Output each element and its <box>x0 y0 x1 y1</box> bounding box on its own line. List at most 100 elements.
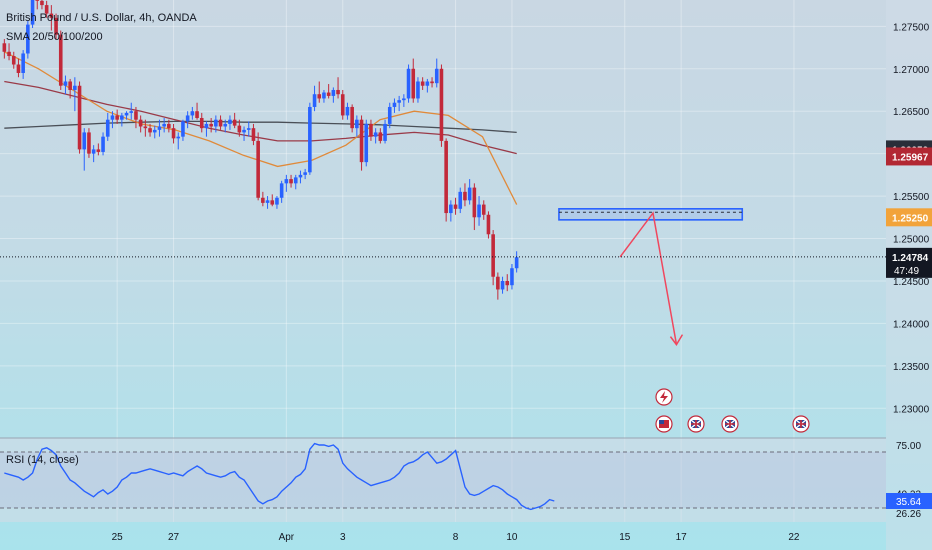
arrow-head <box>669 334 684 346</box>
candle-body <box>481 204 486 215</box>
candle-body <box>486 214 491 235</box>
rsi-current-label: 35.64 <box>896 497 921 508</box>
candle-body <box>218 119 223 127</box>
candle-body <box>500 280 505 290</box>
y-tick-label: 1.24500 <box>893 277 930 288</box>
uk-flag-icon <box>687 415 705 433</box>
candle-body <box>416 81 420 99</box>
candle-body <box>21 53 25 73</box>
y-tick-label: 1.27000 <box>893 65 930 76</box>
rsi-pane <box>0 437 886 522</box>
price-label: 1.25250 <box>892 213 929 224</box>
candle-body <box>87 132 91 154</box>
candle-body <box>463 191 467 201</box>
candle-body <box>185 115 190 122</box>
price-label-bg <box>886 147 932 166</box>
candle-body <box>214 119 218 127</box>
candle-body <box>378 132 383 141</box>
candle-body <box>293 177 298 184</box>
candle-body <box>265 200 270 203</box>
candle-body <box>242 129 246 133</box>
candle-body <box>162 123 166 127</box>
flag-canton <box>659 420 664 424</box>
candle-body <box>449 204 453 214</box>
candle-body <box>491 234 495 277</box>
candle-body <box>143 126 148 129</box>
candle-body <box>232 119 237 126</box>
candle-body <box>228 119 232 124</box>
candle-body <box>11 56 16 65</box>
candle-body <box>392 102 397 107</box>
x-tick-label: 15 <box>619 532 631 543</box>
candle-body <box>510 268 514 286</box>
candle-body <box>322 92 326 99</box>
candle-body <box>312 94 317 107</box>
candle-body <box>190 111 195 116</box>
rsi-current-label-bg <box>886 493 932 509</box>
x-tick-label: 27 <box>168 532 180 543</box>
candle-body <box>68 81 72 90</box>
rsi-tick-label: 26.26 <box>896 509 921 520</box>
x-tick-label: 25 <box>112 532 124 543</box>
candle-body <box>472 187 477 218</box>
candle-body <box>35 0 40 1</box>
candle-body <box>453 204 458 209</box>
rsi-title: RSI (14, close) <box>6 454 79 466</box>
candle-body <box>289 179 293 184</box>
flag-cross <box>725 420 735 428</box>
indicator-label: SMA 20/50/100/200 <box>6 31 103 43</box>
flag-cross <box>691 420 701 428</box>
candle-body <box>157 126 162 130</box>
candle-body <box>204 123 209 129</box>
candle-body <box>30 0 35 25</box>
candle-body <box>251 128 256 141</box>
candle-body <box>261 197 265 203</box>
candle-body <box>406 68 411 99</box>
price-label-bg <box>886 247 932 278</box>
candle-body <box>138 119 143 127</box>
candle-body <box>26 24 30 54</box>
flash-glyph <box>660 391 668 403</box>
y-tick-label: 1.26500 <box>893 107 930 118</box>
candle-body <box>340 94 345 116</box>
x-tick-label: 3 <box>340 532 346 543</box>
price-label-bg <box>886 208 932 227</box>
candle-body <box>96 149 101 152</box>
candle-body <box>134 111 138 120</box>
candle-body <box>458 191 463 209</box>
candle-body <box>73 85 77 90</box>
y-tick-label: 1.25000 <box>893 235 930 246</box>
x-tick-label: 8 <box>453 532 459 543</box>
candle-body <box>237 125 242 133</box>
candle-body <box>430 81 434 84</box>
sma-line <box>4 120 517 134</box>
candle-body <box>63 81 68 86</box>
y-tick-label: 1.23500 <box>893 362 930 373</box>
candle-body <box>256 140 260 198</box>
candles <box>2 0 519 300</box>
x-tick-label: 10 <box>506 532 518 543</box>
candle-body <box>383 123 387 141</box>
candle-body <box>373 132 378 137</box>
price-label: 1.25967 <box>892 152 929 163</box>
candle-body <box>82 132 87 150</box>
candle-body <box>514 257 519 269</box>
candle-body <box>326 92 331 96</box>
candle-body <box>101 136 105 152</box>
axes: 1.275001.270001.265001.260001.255001.250… <box>112 0 932 550</box>
flag-cross <box>796 420 806 428</box>
candle-body <box>181 121 185 137</box>
candle-body <box>7 51 11 57</box>
candle-body <box>317 94 322 99</box>
candle-body <box>40 0 44 6</box>
candle-body <box>49 13 54 18</box>
candle-body <box>279 183 284 198</box>
candle-body <box>402 98 406 101</box>
projection-arrow <box>619 211 678 345</box>
candle-body <box>350 106 354 129</box>
candle-body <box>246 128 251 130</box>
candle-body <box>44 5 49 14</box>
candle-body <box>2 43 7 52</box>
candle-body <box>171 128 176 139</box>
